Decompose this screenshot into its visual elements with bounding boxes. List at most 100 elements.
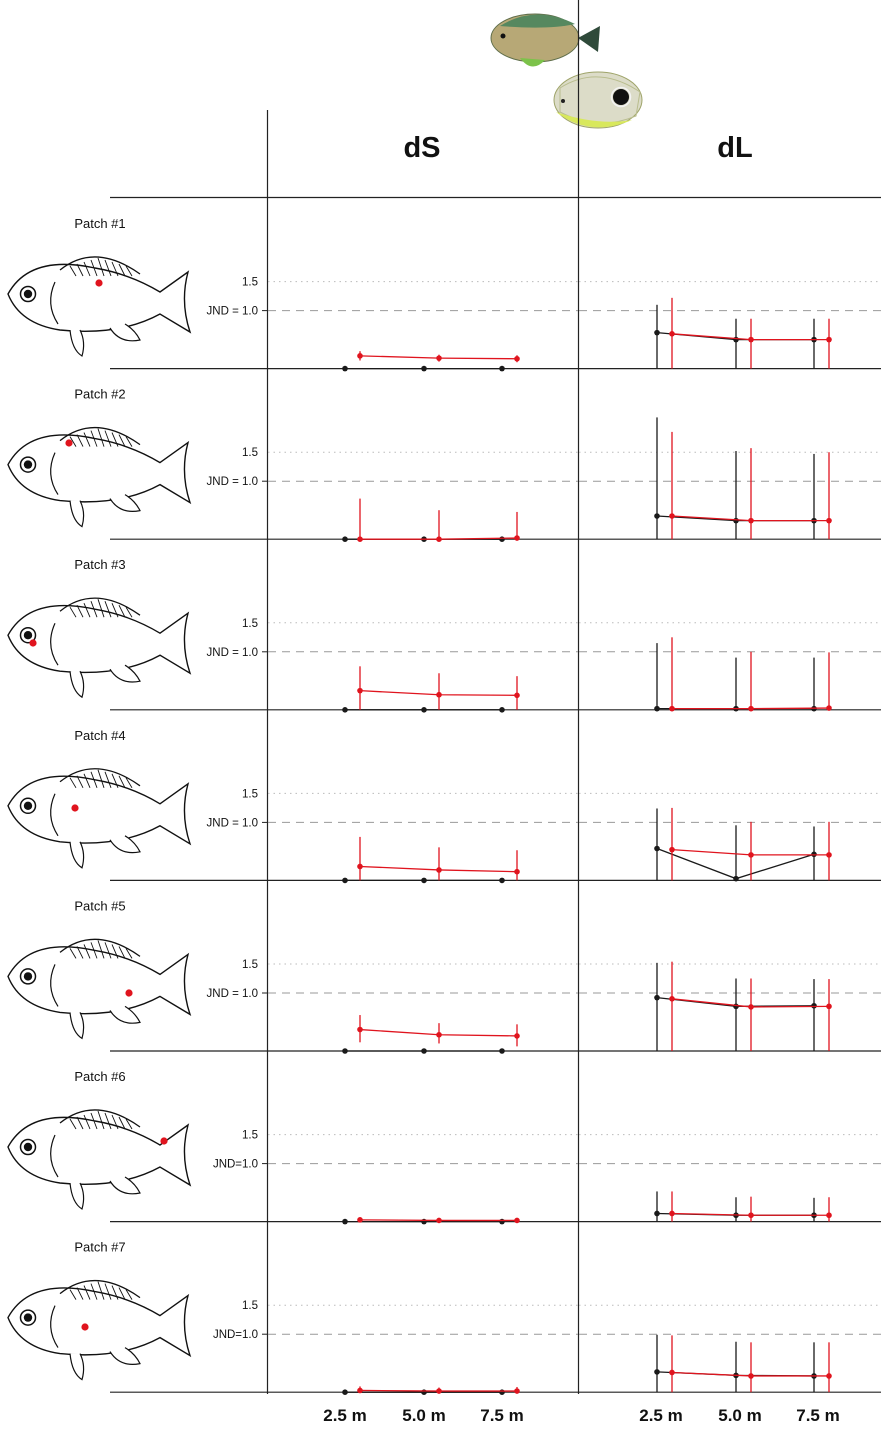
y-tick-jnd: JND = 1.0 xyxy=(207,476,258,488)
panel-ds xyxy=(268,1304,578,1395)
fish-fin-ray xyxy=(76,604,84,618)
data-point-red xyxy=(748,1212,754,1219)
data-point-red xyxy=(748,1004,754,1010)
data-point-red xyxy=(436,1031,442,1038)
fish-fin-ray xyxy=(90,942,98,959)
panel-dl xyxy=(579,961,881,1051)
y-tick-jnd: JND = 1.0 xyxy=(207,647,258,659)
data-point-red xyxy=(748,852,754,858)
fish-outline xyxy=(7,1287,192,1358)
fish-fin-ray xyxy=(69,606,77,618)
panel-dl xyxy=(579,281,881,369)
patch-rows: Patch #1 1.5 JND = 1.0 Patch #2 1.5 JND = 1.0… xyxy=(7,216,881,1395)
data-point-red xyxy=(748,1373,754,1379)
y-tick-1-5: 1.5 xyxy=(242,447,258,459)
fish-fin-ray xyxy=(76,1116,84,1130)
fish-fin-ray xyxy=(118,434,126,447)
fish-fin-ray xyxy=(90,601,98,618)
data-point-red xyxy=(436,1217,442,1224)
fish-fin-ray xyxy=(111,944,119,959)
patch-marker xyxy=(160,1137,168,1145)
fish-fin-ray xyxy=(111,261,119,277)
data-point-red xyxy=(514,1217,520,1224)
fish-fin-ray xyxy=(83,603,91,618)
y-tick-1-5: 1.5 xyxy=(242,1130,258,1142)
data-point-black xyxy=(811,1002,817,1009)
data-point-black xyxy=(342,1389,348,1395)
fish-fin-ray xyxy=(118,775,126,789)
fish-pelvic-fin xyxy=(69,841,85,869)
fish-pelvic-fin xyxy=(69,670,85,699)
data-point-red xyxy=(514,1388,520,1394)
fish-fin-ray xyxy=(83,944,91,959)
patch-marker xyxy=(81,1323,89,1331)
fish-fin-ray xyxy=(97,769,105,788)
fish-fin-ray xyxy=(69,948,77,959)
fish-fin-ray xyxy=(83,773,91,788)
data-point-red xyxy=(826,517,832,524)
fish-pelvic-fin xyxy=(69,1353,85,1381)
data-point-black xyxy=(421,877,427,884)
fish-pupil xyxy=(23,460,33,469)
fish-fin-ray xyxy=(104,771,112,788)
data-point-red xyxy=(357,1026,363,1033)
data-point-red xyxy=(826,1003,832,1010)
fish-fin-ray xyxy=(90,1283,98,1300)
y-tick-jnd: JND = 1.0 xyxy=(207,306,258,318)
fish-fin-ray xyxy=(76,263,84,277)
fish-dorsal-fin xyxy=(59,426,141,446)
fish-pupil xyxy=(23,972,33,981)
fish-fin-ray xyxy=(76,775,84,789)
data-point-black xyxy=(654,845,660,852)
data-point-black xyxy=(733,1003,739,1010)
data-point-red xyxy=(357,687,363,694)
data-point-red xyxy=(436,536,442,542)
data-point-red xyxy=(436,691,442,698)
data-point-black xyxy=(421,365,427,372)
y-tick-1-5: 1.5 xyxy=(242,959,258,971)
data-point-red xyxy=(669,1369,675,1376)
patch-label: Patch #4 xyxy=(74,728,125,743)
data-point-black xyxy=(733,875,739,882)
panel-ds xyxy=(268,792,578,884)
column-title-ds: dS xyxy=(403,132,440,164)
fish-fin-ray xyxy=(90,259,98,277)
data-point-red xyxy=(436,355,442,361)
butterflyfish-illustration-1 xyxy=(490,13,600,67)
data-point-red xyxy=(669,846,675,853)
fish-fin-ray xyxy=(125,436,133,447)
panel-dl xyxy=(579,417,881,540)
data-point-black xyxy=(654,513,660,519)
fish-fin-ray xyxy=(125,1289,133,1300)
x-tick-ds-7-5m: 7.5 m xyxy=(480,1406,523,1425)
patch-label: Patch #3 xyxy=(74,557,125,572)
fish-fin-ray xyxy=(76,1287,84,1300)
patch-label: Patch #1 xyxy=(74,216,125,231)
fish-anal-fin xyxy=(109,664,141,683)
fish-dorsal-fin xyxy=(59,768,141,787)
data-point-red xyxy=(669,513,675,519)
fish-dorsal-fin xyxy=(59,1109,141,1128)
fish-anal-fin xyxy=(109,1176,141,1195)
fish-anal-fin xyxy=(109,835,141,854)
x-tick-ds-5-0m: 5.0 m xyxy=(402,1406,445,1425)
fish-fin-ray xyxy=(97,428,105,447)
fish-illustration xyxy=(7,938,192,1040)
data-point-black xyxy=(342,536,348,542)
fish-fin-ray xyxy=(125,265,133,277)
data-point-red xyxy=(514,1033,520,1039)
fish-fin-ray xyxy=(111,1114,119,1130)
patch-label: Patch #6 xyxy=(74,1069,125,1084)
y-tick-jnd: JND = 1.0 xyxy=(207,817,258,829)
fish-pelvic-fin xyxy=(69,1012,85,1040)
fish-anal-fin xyxy=(109,1347,141,1365)
data-point-red xyxy=(748,705,754,712)
fish-pupil xyxy=(23,1142,33,1152)
patch-marker xyxy=(95,279,103,287)
data-point-red xyxy=(669,331,675,337)
fish-gill-line xyxy=(50,793,59,837)
fish-fin-ray xyxy=(125,1118,133,1130)
fish-fin-ray xyxy=(125,606,133,618)
patch-row: Patch #3 1.5 JND = 1.0 xyxy=(7,557,881,713)
patch-label: Patch #7 xyxy=(74,1240,125,1255)
